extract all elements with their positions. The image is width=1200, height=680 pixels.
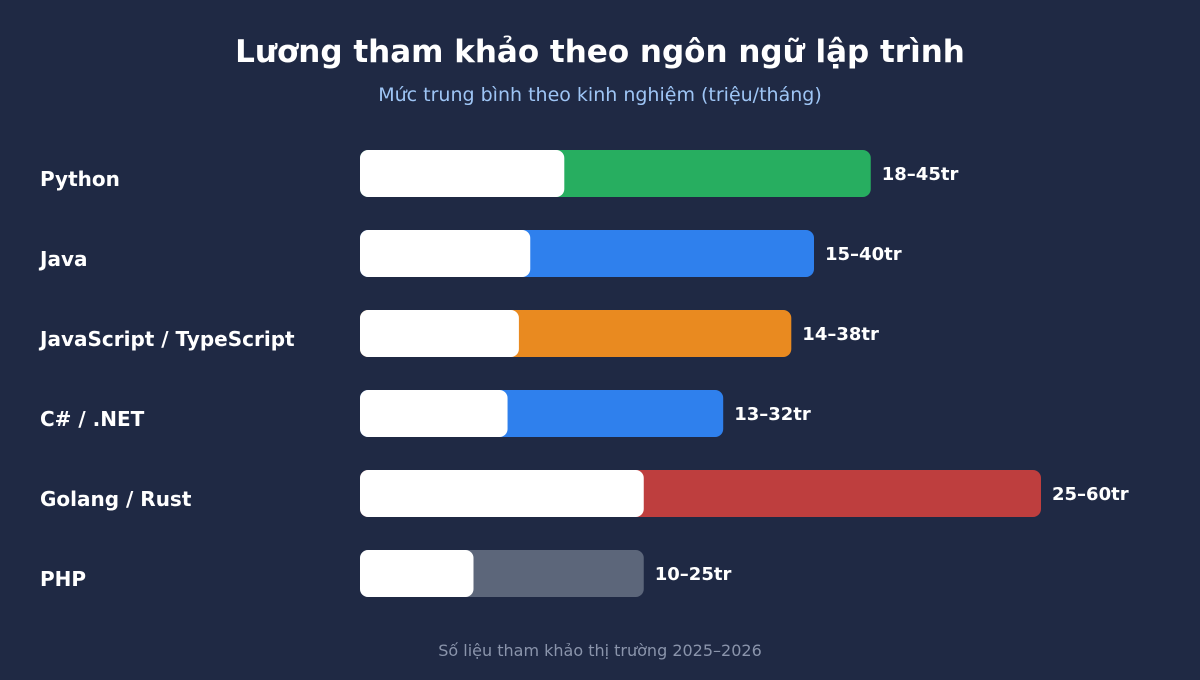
value-label: 25–60tr (1052, 484, 1129, 505)
chart-footer: Số liệu tham khảo thị trường 2025–2026 (438, 641, 762, 660)
bar-min (360, 390, 508, 437)
category-label: C# / .NET (40, 407, 145, 431)
chart-subtitle: Mức trung bình theo kinh nghiệm (triệu/t… (378, 84, 822, 106)
value-label: 14–38tr (802, 324, 879, 345)
bar-row: PHP 10–25tr (40, 550, 731, 597)
bar-row: Golang / Rust 25–60tr (40, 470, 1129, 517)
bar-min (360, 310, 519, 357)
value-label: 18–45tr (882, 164, 959, 185)
bar-row: C# / .NET 13–32tr (40, 390, 811, 437)
category-label: JavaScript / TypeScript (38, 327, 295, 351)
category-label: Python (40, 167, 120, 191)
category-label: Golang / Rust (40, 487, 192, 511)
bar-row: Java 15–40tr (38, 230, 902, 277)
bar-min (360, 150, 565, 197)
category-label: Java (38, 247, 87, 271)
value-label: 10–25tr (655, 564, 732, 585)
chart-title: Lương tham khảo theo ngôn ngữ lập trình (235, 34, 965, 70)
bar-min (360, 550, 474, 597)
value-label: 15–40tr (825, 244, 902, 265)
bar-row: JavaScript / TypeScript 14–38tr (38, 310, 879, 357)
bar-min (360, 230, 531, 277)
category-label: PHP (40, 567, 86, 591)
bar-min (360, 470, 644, 517)
value-label: 13–32tr (734, 404, 811, 425)
bar-row: Python 18–45tr (40, 150, 958, 197)
